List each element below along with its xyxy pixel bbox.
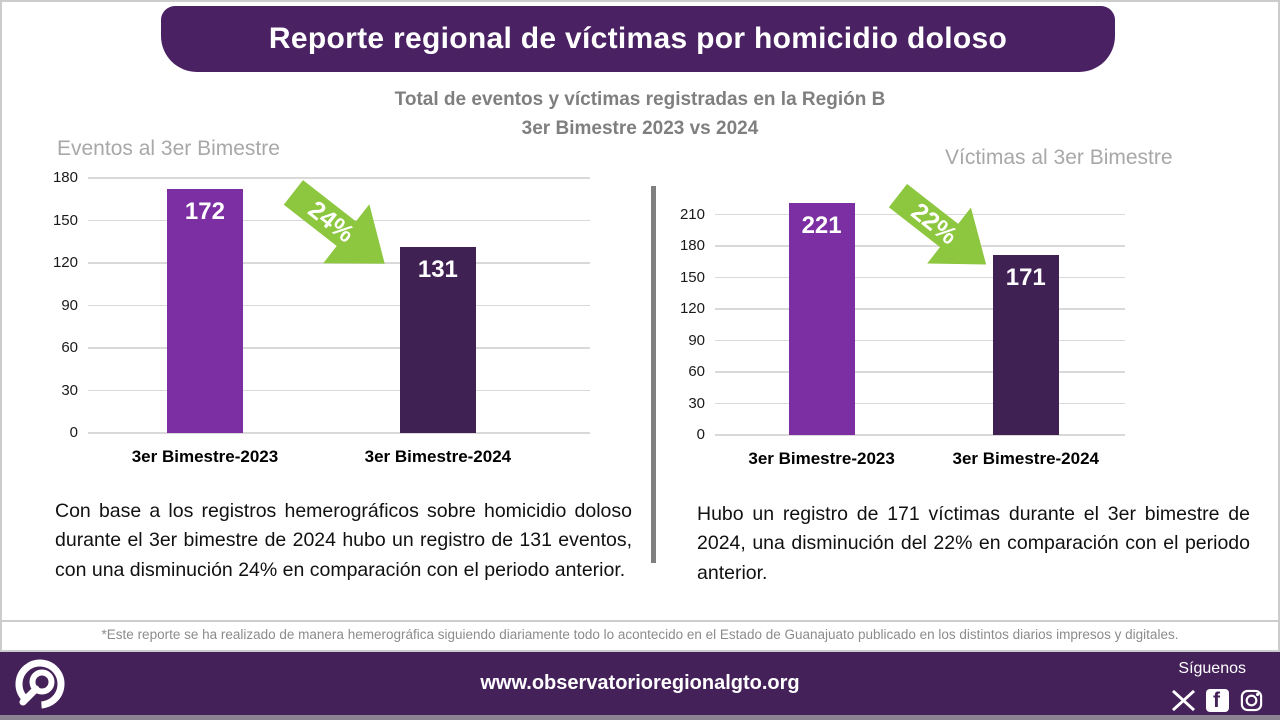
gridline [88,304,590,307]
gridline [715,276,1125,279]
victims-chart-title: Víctimas al 3er Bimestre [945,146,1173,169]
gridline [715,434,1125,436]
gridline [715,339,1125,342]
bar-3er-bimestre-2023: 221 [788,203,855,435]
gridline [88,389,590,392]
gridline [715,245,1125,247]
bar-value-label: 172 [184,198,225,226]
facebook-icon[interactable]: f [1206,689,1229,712]
events-chart-title: Eventos al 3er Bimestre [57,137,280,160]
y-axis-tick-label: 180 [52,169,78,186]
gridline [715,371,1125,373]
victims-analysis-text: Hubo un registro de 171 víctimas durante… [697,503,1250,584]
observatorio-logo-icon [15,659,65,709]
y-axis-tick-label: 90 [688,331,705,349]
subtitle-line-2: 3er Bimestre 2023 vs 2024 [521,118,759,139]
x-icon[interactable] [1171,689,1196,712]
gridline [715,308,1125,310]
facebook-f-glyph: f [1213,689,1220,712]
header-banner: Reporte regional de víctimas por homicid… [161,6,1115,72]
x-axis-category-label: 3er Bimestre-2023 [131,447,279,466]
follow-us-label: Síguenos [1178,660,1246,677]
y-axis-tick-label: 30 [688,394,705,412]
y-axis-tick-label: 0 [696,426,705,443]
bar-3er-bimestre-2023: 172 [166,189,243,433]
y-axis-tick-label: 120 [52,254,78,271]
x-axis-category-label: 3er Bimestre-2023 [748,449,895,468]
victims-bar-chart: 0 30 60 90 120 150 180 210 221 3er Bimestre-2023 1… [680,203,1125,468]
report-title: Reporte regional de víctimas por homicid… [268,22,1008,55]
gridline [715,402,1125,405]
bar-3er-bimestre-2024: 131 [399,247,476,433]
events-bar-chart: 0 30 60 90 120 150 180 172 3er Bimestre-2023 131 3… [53,169,590,466]
gridline [88,432,590,434]
bar-3er-bimestre-2024: 171 [992,255,1059,435]
x-axis-category-label: 3er Bimestre-2024 [364,447,512,466]
y-axis-tick-label: 60 [61,339,78,356]
y-axis-tick-label: 150 [679,268,705,286]
vertical-divider [651,186,656,563]
y-axis-tick-label: 30 [61,381,78,399]
x-axis-category-label: 3er Bimestre-2024 [952,449,1099,468]
events-analysis-text: Con base a los registros hemerográficos … [55,500,632,581]
bar-value-label: 131 [417,256,458,284]
footnote-text: *Este reporte se ha realizado de manera … [101,627,1179,642]
website-url[interactable]: www.observatorioregionalgto.org [480,672,800,694]
y-axis-tick-label: 90 [61,296,78,314]
report-subtitle: Total de eventos y víctimas registradas … [0,85,1280,143]
y-axis-tick-label: 0 [69,424,78,441]
y-axis-tick-label: 120 [679,300,705,318]
y-axis-tick-label: 150 [52,211,78,229]
gridline [88,177,590,179]
bar-value-label: 171 [1005,264,1046,292]
y-axis-tick-label: 60 [688,363,705,380]
subtitle-line-1: Total de eventos y víctimas registradas … [394,89,886,110]
social-icons: f [1171,688,1264,713]
bar-value-label: 221 [801,212,842,239]
instagram-icon[interactable] [1239,688,1264,713]
y-axis-tick-label: 210 [679,205,705,223]
gridline [88,347,590,349]
y-axis-tick-label: 180 [679,237,705,255]
footnote-divider [0,620,1280,622]
footer: www.observatorioregionalgto.org Síguenos… [0,652,1280,720]
